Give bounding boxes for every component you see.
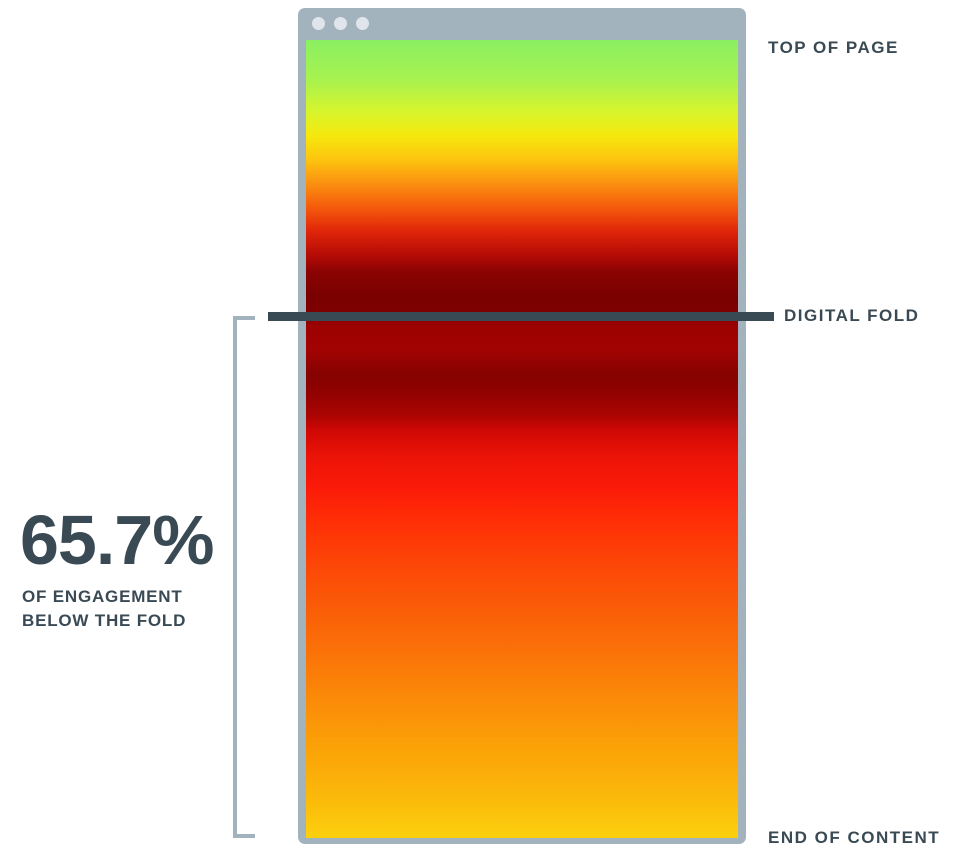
window-dot-icon (312, 17, 325, 30)
end-of-content-label: END OF CONTENT (768, 828, 941, 847)
window-dot-icon (356, 17, 369, 30)
scroll-heatmap (306, 40, 738, 838)
top-of-page-label: TOP OF PAGE (768, 38, 899, 57)
engagement-caption: OF ENGAGEMENT BELOW THE FOLD (22, 585, 212, 633)
engagement-caption-line-1: OF ENGAGEMENT (22, 587, 183, 606)
digital-fold-label: DIGITAL FOLD (784, 306, 920, 325)
window-title-bar (298, 8, 746, 38)
below-fold-bracket (233, 316, 255, 838)
window-dot-icon (334, 17, 347, 30)
digital-fold-line (268, 312, 774, 321)
engagement-caption-line-2: BELOW THE FOLD (22, 611, 187, 630)
engagement-percentage: 65.7% (20, 501, 214, 579)
